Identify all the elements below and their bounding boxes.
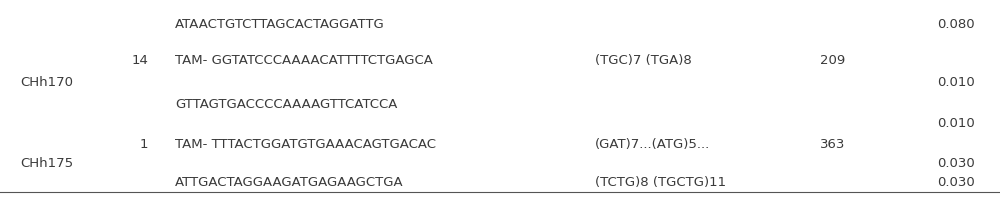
Text: 0.030: 0.030 [937, 176, 975, 188]
Text: GTTAGTGACCCCAAAAGTTCATCCA: GTTAGTGACCCCAAAAGTTCATCCA [175, 98, 397, 110]
Text: (TCTG)8 (TGCTG)11: (TCTG)8 (TGCTG)11 [595, 176, 726, 188]
Text: 0.030: 0.030 [937, 157, 975, 169]
Text: ATTGACTAGGAAGATGAGAAGCTGA: ATTGACTAGGAAGATGAGAAGCTGA [175, 176, 404, 188]
Text: 0.080: 0.080 [937, 18, 975, 30]
Text: 1: 1 [140, 138, 148, 150]
Text: CHh170: CHh170 [20, 76, 73, 88]
Text: 209: 209 [820, 54, 845, 66]
Text: TAM- TTTACTGGATGTGAAACAGTGACAC: TAM- TTTACTGGATGTGAAACAGTGACAC [175, 138, 436, 150]
Text: TAM- GGTATCCCAAAACATTTTCTGAGCA: TAM- GGTATCCCAAAACATTTTCTGAGCA [175, 54, 433, 66]
Text: ATAACTGTCTTAGCACTAGGATTG: ATAACTGTCTTAGCACTAGGATTG [175, 18, 385, 30]
Text: 0.010: 0.010 [937, 117, 975, 129]
Text: (TGC)7 (TGA)8: (TGC)7 (TGA)8 [595, 54, 692, 66]
Text: (GAT)7...(ATG)5...: (GAT)7...(ATG)5... [595, 138, 710, 150]
Text: 363: 363 [820, 138, 845, 150]
Text: 14: 14 [131, 54, 148, 66]
Text: CHh175: CHh175 [20, 157, 73, 169]
Text: 0.010: 0.010 [937, 76, 975, 88]
